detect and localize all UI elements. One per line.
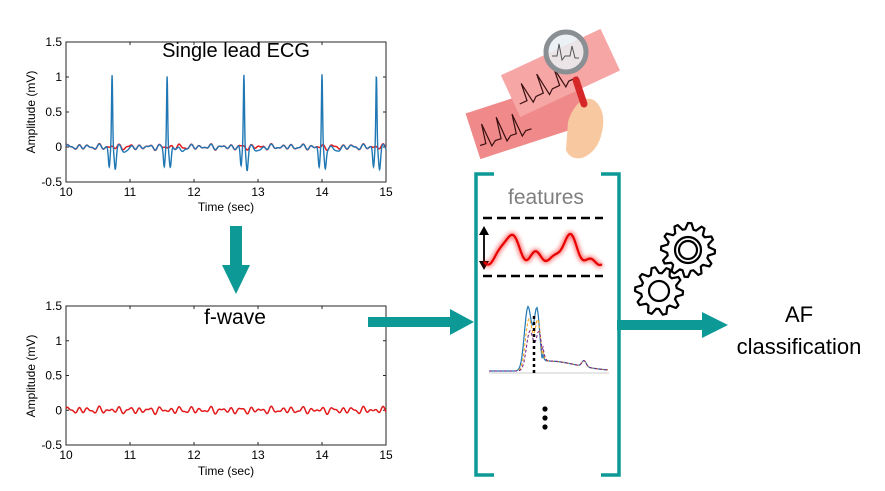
ecg-signal-line [65, 74, 387, 172]
ecg-xlabel: Time (sec) [198, 200, 254, 214]
x-tick-label: 11 [124, 448, 137, 462]
y-tick-label: 0 [55, 403, 62, 417]
fwave-ylabel: Amplitude (mV) [24, 335, 38, 418]
y-tick-label: -0.5 [41, 438, 62, 452]
gear-large [659, 221, 717, 279]
gear-outline [633, 266, 685, 316]
spectrum-purple-line [489, 329, 609, 372]
features-box: features [474, 172, 621, 477]
gears-icon [633, 221, 717, 316]
x-tick-label: 14 [315, 448, 329, 462]
magnifier-ecg-icon [465, 28, 620, 160]
amplitude-feature [479, 216, 604, 278]
fwave-plot: 10 11 12 13 14 15 1.5 1 0.5 0 -0.5 f-wave Time (se… [24, 299, 393, 478]
gear-ring [673, 235, 703, 265]
y-tick-label: 0 [55, 140, 62, 154]
gear-outline [659, 221, 717, 279]
ecg-title: Single lead ECG [162, 40, 310, 62]
x-tick-label: 13 [251, 185, 265, 199]
x-tick-label: 12 [187, 185, 201, 199]
vertical-ellipsis-icon [542, 406, 548, 430]
y-tick-label: 1.5 [45, 35, 62, 49]
hand [566, 98, 604, 159]
spectrum-orange-line [489, 317, 609, 372]
x-tick-label: 13 [251, 448, 265, 462]
ecg-axis-ticks: 10 11 12 13 14 15 1.5 1 0.5 0 -0.5 [41, 35, 393, 199]
output-label-line2: classification [737, 334, 862, 359]
y-tick-label: 1 [55, 70, 62, 84]
y-tick-label: 1 [55, 334, 62, 348]
y-tick-label: 0.5 [45, 105, 62, 119]
x-tick-label: 10 [59, 448, 73, 462]
gear-ring [677, 239, 699, 261]
features-title: features [508, 186, 584, 209]
to-classification-arrow [617, 312, 728, 338]
features-left-bracket [474, 172, 494, 477]
ecg-plot: 10 11 12 13 14 15 1.5 1 0.5 0 -0.5 Single lead ECG… [24, 35, 393, 214]
magnifier-handle [572, 76, 588, 108]
y-tick-label: -0.5 [41, 175, 62, 189]
x-tick-label: 14 [315, 185, 329, 199]
y-tick-label: 0.5 [45, 369, 62, 383]
fwave-title: f-wave [204, 306, 266, 329]
down-arrow [222, 226, 250, 294]
output-label-line1: AF [785, 302, 813, 327]
spectrum-feature [489, 305, 609, 374]
x-tick-label: 11 [124, 185, 137, 199]
y-tick-label: 1.5 [45, 299, 62, 313]
x-tick-label: 12 [187, 448, 201, 462]
flow-arrows [222, 226, 728, 338]
blurred-fwave-line [483, 232, 603, 267]
magnifier-lens [543, 29, 589, 75]
x-tick-label: 15 [379, 448, 393, 462]
ecg-ylabel: Amplitude (mV) [24, 71, 38, 154]
gear-small [633, 266, 685, 316]
to-features-arrow [368, 309, 474, 335]
gear-ring [647, 279, 671, 303]
fwave-signal-line [65, 405, 387, 416]
x-tick-label: 15 [379, 185, 393, 199]
fwave-xlabel: Time (sec) [198, 464, 254, 478]
x-tick-label: 10 [59, 185, 73, 199]
features-right-bracket [601, 172, 621, 477]
